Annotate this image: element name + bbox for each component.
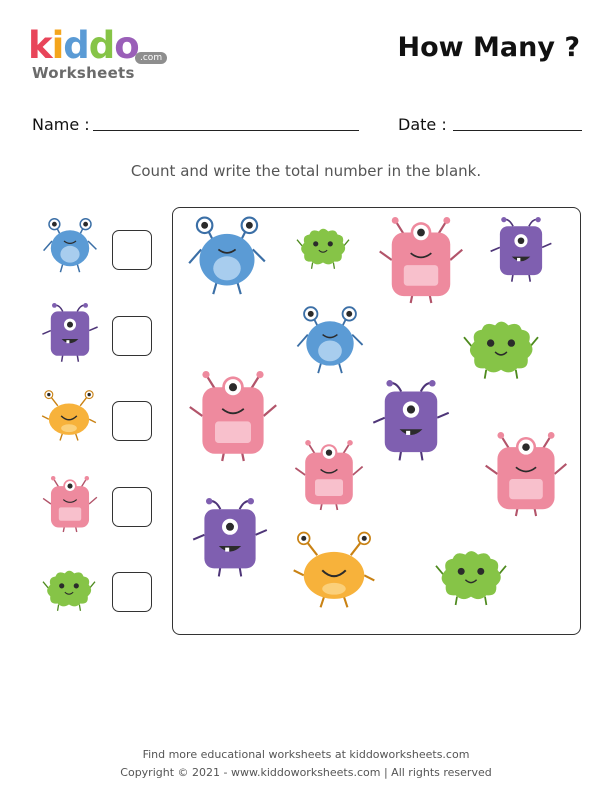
monster-key-column — [30, 210, 160, 630]
key-row-green — [30, 552, 160, 624]
blue-monster-icon — [42, 218, 98, 273]
name-label: Name : — [32, 115, 90, 134]
date-label: Date : — [398, 115, 447, 134]
kiddo-worksheets-logo[interactable]: kiddo .com Worksheets — [28, 26, 178, 86]
purple-monster-icon — [489, 217, 553, 283]
answer-box-pink[interactable] — [112, 487, 152, 527]
purple-monster-icon — [41, 302, 99, 363]
footer-copyright: Copyright © 2021 - www.kiddoworksheets.c… — [120, 766, 492, 779]
pink-monster-icon — [42, 475, 98, 533]
answer-box-orange[interactable] — [112, 401, 152, 441]
key-row-purple — [30, 296, 160, 368]
answer-box-green[interactable] — [112, 572, 152, 612]
logo-domain: .com — [135, 52, 168, 64]
answer-box-purple[interactable] — [112, 316, 152, 356]
pink-monster-icon — [484, 430, 568, 518]
green-monster-icon — [42, 570, 96, 612]
pink-monster-icon — [294, 439, 364, 511]
name-line[interactable] — [93, 130, 359, 131]
green-monster-icon — [463, 320, 539, 380]
date-line[interactable] — [453, 130, 582, 131]
blue-monster-icon — [296, 306, 364, 375]
pink-monster-icon — [188, 369, 278, 463]
answer-box-blue[interactable] — [112, 230, 152, 270]
green-monster-icon — [296, 228, 350, 270]
logo-subtitle: Worksheets — [32, 64, 135, 82]
logo-text: kiddo — [28, 24, 140, 67]
footer-promo: Find more educational worksheets at kidd… — [142, 748, 470, 761]
orange-monster-icon — [292, 531, 376, 609]
blue-monster-icon — [188, 216, 266, 296]
purple-monster-icon — [372, 378, 450, 462]
key-row-orange — [30, 381, 160, 453]
pink-monster-icon — [378, 215, 464, 305]
key-row-pink — [30, 467, 160, 539]
instruction-text: Count and write the total number in the … — [130, 162, 482, 180]
counting-panel — [172, 207, 581, 635]
purple-monster-icon — [192, 497, 268, 578]
key-row-blue — [30, 210, 160, 282]
orange-monster-icon — [41, 389, 97, 442]
green-monster-icon — [435, 550, 507, 606]
page-title: How Many ? — [397, 32, 580, 63]
